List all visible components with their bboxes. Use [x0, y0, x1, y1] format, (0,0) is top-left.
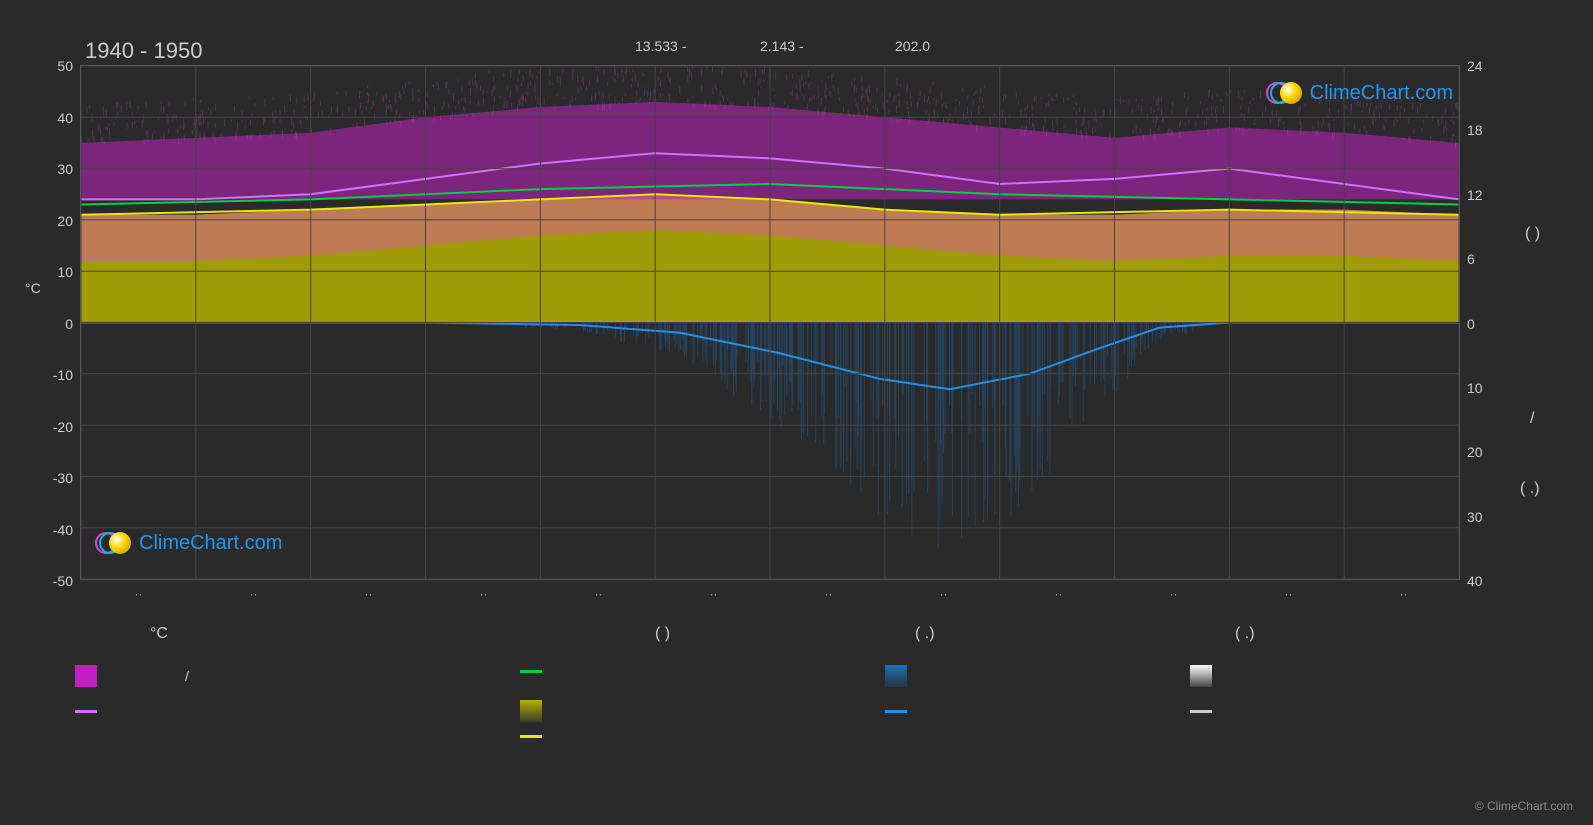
- brand-logo-bottom: ClimeChart.com: [95, 530, 282, 556]
- x-tick: ··: [595, 587, 603, 601]
- y-left-tick: 40: [57, 110, 73, 126]
- left-axis-unit: °C: [25, 280, 41, 296]
- legend-line: [885, 710, 907, 713]
- y-left-tick: -40: [53, 522, 73, 538]
- x-tick: ··: [825, 587, 833, 601]
- legend-item: [520, 670, 542, 673]
- x-tick: ··: [1055, 587, 1063, 601]
- x-tick: ··: [480, 587, 488, 601]
- legend-swatch: [520, 700, 542, 722]
- y-left-tick: 30: [57, 161, 73, 177]
- y-left-tick: -30: [53, 470, 73, 486]
- right-axis-paren-bottom: ( .): [1520, 480, 1540, 498]
- legend-line: [75, 710, 97, 713]
- right-axis-slash: /: [1530, 410, 1534, 428]
- top-value-2: 2.143 -: [760, 38, 804, 54]
- y-left-tick: 0: [65, 316, 73, 332]
- legend-swatch: [1190, 665, 1212, 687]
- plot-area: 50403020100-10-20-30-40-5024181260102030…: [80, 65, 1460, 580]
- legend-item: [75, 710, 97, 713]
- y-right-tick: 0: [1467, 316, 1475, 332]
- legend-line: [520, 735, 542, 738]
- brand-name: ClimeChart.com: [1310, 82, 1453, 105]
- legend-swatch: [885, 665, 907, 687]
- x-tick: ··: [1170, 587, 1178, 601]
- y-right-tick: 20: [1467, 444, 1483, 460]
- x-tick: ··: [365, 587, 373, 601]
- y-left-tick: -50: [53, 573, 73, 589]
- brand-name: ClimeChart.com: [139, 532, 282, 555]
- legend-swatch: [75, 665, 97, 687]
- right-axis-paren-top: ( ): [1525, 225, 1540, 243]
- y-left-tick: -20: [53, 419, 73, 435]
- x-tick: ··: [710, 587, 718, 601]
- y-right-tick: 40: [1467, 573, 1483, 589]
- copyright-text: © ClimeChart.com: [1475, 799, 1573, 813]
- y-right-tick: 18: [1467, 122, 1483, 138]
- legend-line: [1190, 710, 1212, 713]
- legend-header-c1: ( ): [655, 625, 670, 643]
- y-left-tick: 10: [57, 264, 73, 280]
- legend-header-c2: ( .): [915, 625, 935, 643]
- x-tick: ··: [135, 587, 143, 601]
- y-right-tick: 12: [1467, 187, 1483, 203]
- y-left-tick: 50: [57, 58, 73, 74]
- top-value-3: 202.0: [895, 38, 930, 54]
- logo-icon: [95, 530, 133, 556]
- brand-logo-top: ClimeChart.com: [1266, 80, 1453, 106]
- y-right-tick: 24: [1467, 58, 1483, 74]
- y-right-tick: 30: [1467, 509, 1483, 525]
- legend-line: [520, 670, 542, 673]
- legend-item: [520, 700, 542, 722]
- legend-item: [885, 710, 907, 713]
- x-tick: ··: [250, 587, 258, 601]
- legend-item: [1190, 710, 1212, 713]
- x-tick: ··: [940, 587, 948, 601]
- legend-item: [520, 735, 542, 738]
- chart-container: 1940 - 1950 13.533 - 2.143 - 202.0 °C 50…: [0, 0, 1593, 825]
- y-left-tick: -10: [53, 367, 73, 383]
- logo-icon: [1266, 80, 1304, 106]
- top-value-1: 13.533 -: [635, 38, 686, 54]
- legend-label: /: [185, 668, 189, 684]
- legend-header-c3: ( .): [1235, 625, 1255, 643]
- year-range-title: 1940 - 1950: [85, 38, 202, 64]
- x-tick: ··: [1400, 587, 1408, 601]
- legend-item: /: [75, 665, 189, 687]
- y-left-tick: 20: [57, 213, 73, 229]
- legend-item: [885, 665, 907, 687]
- legend-header-temp: °C: [150, 625, 168, 643]
- chart-svg: [81, 66, 1459, 579]
- legend-item: [1190, 665, 1212, 687]
- y-right-tick: 10: [1467, 380, 1483, 396]
- y-right-tick: 6: [1467, 251, 1475, 267]
- x-tick: ··: [1285, 587, 1293, 601]
